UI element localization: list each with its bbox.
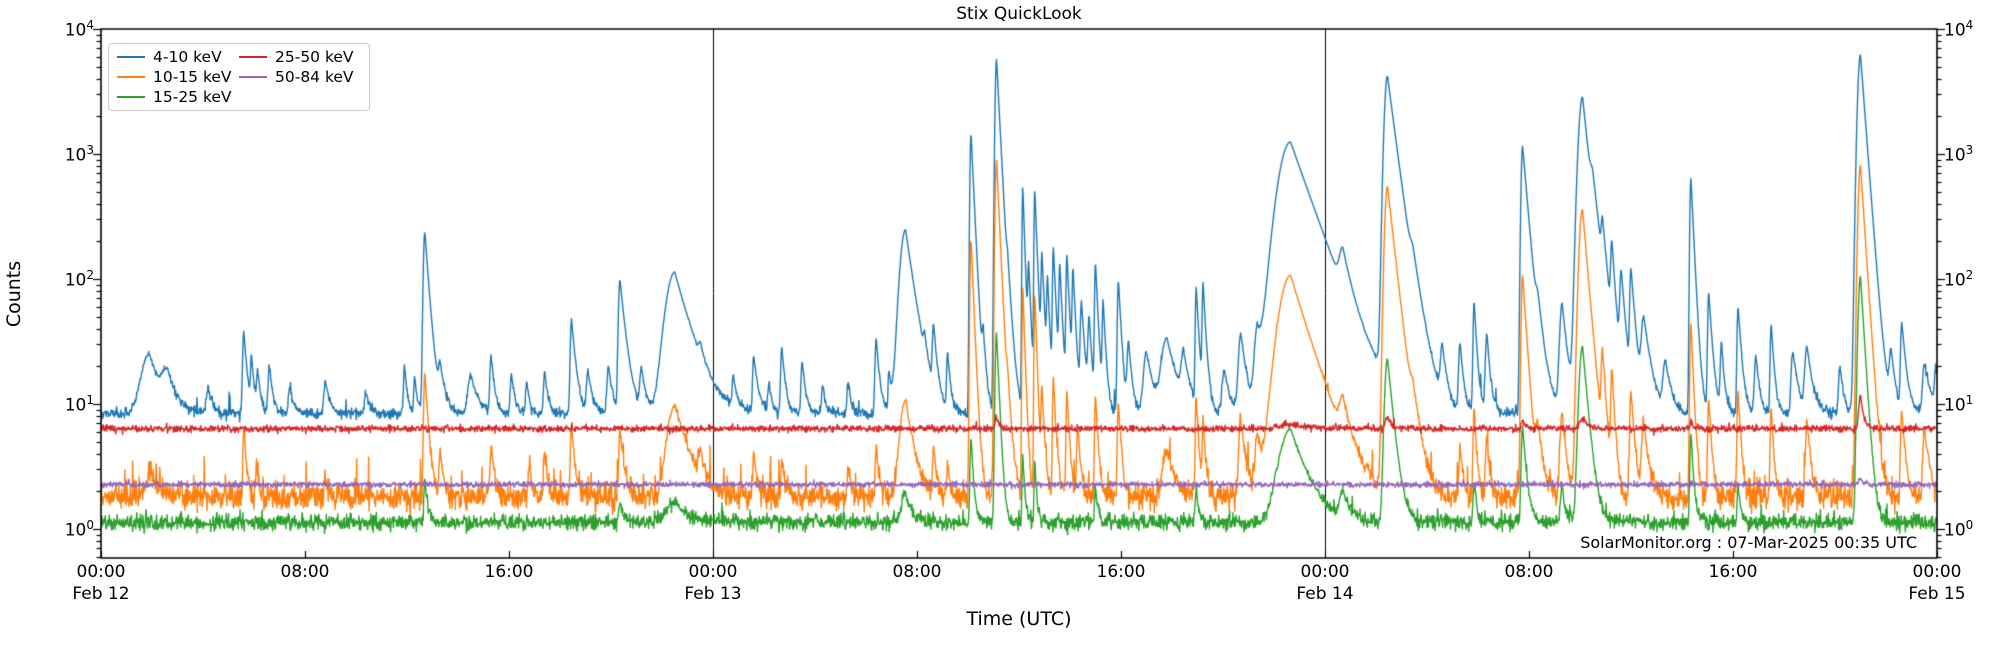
legend-swatch	[117, 96, 145, 98]
legend-item: 4-10 keV	[117, 47, 239, 67]
y-tick-label-left: 104	[64, 18, 94, 41]
x-tick-label: 08:00	[892, 562, 942, 582]
y-tick-label-left: 103	[64, 143, 94, 166]
legend: 4-10 keV 10-15 keV 15-25 keV 25-50 keV 50-84…	[108, 43, 370, 111]
y-axis-label: Counts	[3, 260, 25, 328]
legend-swatch	[239, 56, 267, 58]
y-tick-label-right: 102	[1944, 268, 1974, 291]
legend-swatch	[117, 76, 145, 78]
x-tick-label: 00:00	[1912, 562, 1962, 582]
legend-label: 25-50 keV	[275, 48, 354, 66]
x-tick-label: 00:00	[1300, 562, 1350, 582]
legend-label: 15-25 keV	[153, 88, 232, 106]
y-tick-label-right: 101	[1944, 393, 1974, 416]
y-tick-label-right: 100	[1944, 518, 1974, 541]
legend-label: 10-15 keV	[153, 68, 232, 86]
legend-label: 50-84 keV	[275, 68, 354, 86]
x-axis-label: Time (UTC)	[966, 608, 1072, 630]
legend-item: 25-50 keV	[239, 47, 361, 67]
legend-item: 50-84 keV	[239, 67, 361, 87]
legend-label: 4-10 keV	[153, 48, 222, 66]
y-tick-label-left: 102	[64, 268, 94, 291]
x-tick-label: 00:00	[76, 562, 126, 582]
x-date-label: Feb 14	[1296, 584, 1354, 604]
x-tick-label: 08:00	[1504, 562, 1554, 582]
legend-item: 15-25 keV	[117, 87, 239, 107]
legend-item: 10-15 keV	[117, 67, 239, 87]
y-tick-label-right: 103	[1944, 143, 1974, 166]
x-date-label: Feb 13	[684, 584, 742, 604]
x-tick-label: 16:00	[1096, 562, 1146, 582]
x-tick-label: 16:00	[1708, 562, 1758, 582]
x-tick-label: 16:00	[484, 562, 534, 582]
y-tick-label-left: 101	[64, 393, 94, 416]
x-tick-label: 00:00	[688, 562, 738, 582]
y-tick-label-right: 104	[1944, 18, 1974, 41]
watermark: SolarMonitor.org : 07-Mar-2025 00:35 UTC	[1580, 533, 1917, 552]
x-date-label: Feb 12	[72, 584, 130, 604]
chart-title: Stix QuickLook	[956, 4, 1082, 24]
legend-swatch	[117, 56, 145, 58]
x-date-label: Feb 15	[1908, 584, 1966, 604]
y-tick-label-left: 100	[64, 518, 94, 541]
x-tick-label: 08:00	[280, 562, 330, 582]
legend-swatch	[239, 76, 267, 78]
